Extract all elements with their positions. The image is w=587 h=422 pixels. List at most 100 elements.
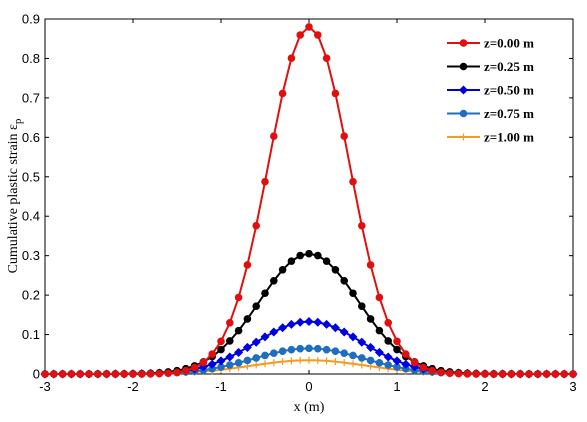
series-point-4 [314, 356, 322, 364]
series-point-4 [279, 358, 287, 366]
series-point-1 [261, 289, 269, 298]
series-point-3 [252, 354, 261, 362]
series-point-1 [393, 345, 401, 354]
x-tick-label: 2 [481, 379, 488, 394]
x-tick-label: -2 [127, 379, 139, 394]
y-axis-label-subscript: p [12, 118, 24, 124]
series-point-0 [366, 261, 375, 269]
series-point-0 [111, 370, 120, 378]
series-point-0 [551, 370, 560, 378]
series-point-0 [182, 366, 190, 375]
series-point-2 [234, 347, 244, 357]
series-point-2 [392, 356, 402, 366]
series-point-0 [252, 221, 261, 230]
series-point-2 [251, 337, 261, 347]
series-point-0 [173, 368, 181, 377]
series-point-0 [120, 370, 128, 378]
legend-label-3: z=0.75 m [484, 106, 534, 121]
series-point-2 [383, 352, 393, 362]
legend-label-0: z=0.00 m [484, 36, 534, 51]
series-point-0 [217, 337, 225, 346]
series-point-0 [490, 370, 498, 378]
series-point-3 [296, 344, 305, 353]
y-tick-label: 0.5 [22, 169, 40, 184]
series-point-1 [243, 315, 252, 323]
series-point-2 [357, 337, 367, 347]
series-point-2 [374, 347, 384, 357]
series-point-2 [278, 323, 288, 333]
series-point-0 [516, 370, 525, 378]
series-point-0 [331, 89, 340, 98]
series-point-0 [129, 370, 137, 378]
series-point-4 [340, 359, 348, 367]
y-tick-label: 0 [33, 367, 40, 382]
series-point-3 [322, 345, 331, 354]
series-point-4 [261, 360, 269, 368]
series-point-0 [234, 293, 243, 302]
y-tick-label: 0.6 [22, 130, 40, 145]
series-point-0 [67, 370, 76, 378]
series-point-3 [340, 349, 349, 357]
legend-marker-3 [459, 109, 468, 118]
series-point-3 [234, 359, 243, 367]
series-point-1 [358, 302, 366, 311]
series-point-4 [287, 357, 295, 365]
series-point-0 [305, 23, 313, 31]
y-tick-label: 0.8 [22, 51, 40, 66]
series-point-2 [225, 352, 235, 362]
legend: z=0.00 m z=0.25 m z=0.50 m z=0.75 m z=1.00 m [441, 31, 565, 155]
series-point-2 [339, 327, 349, 337]
series-point-1 [314, 251, 322, 260]
series-point-0 [525, 370, 533, 378]
y-axis-label: Cumulative plastic strain εp [6, 118, 24, 273]
series-point-0 [278, 89, 287, 98]
series-point-0 [384, 319, 393, 327]
series-point-0 [287, 54, 296, 62]
series-point-3 [358, 354, 366, 362]
series-point-0 [542, 370, 551, 378]
series-point-0 [261, 177, 269, 186]
series-point-4 [305, 356, 313, 364]
series-point-0 [164, 369, 172, 377]
y-tick-label: 0.2 [22, 288, 40, 303]
series-point-2 [242, 342, 252, 352]
series-point-0 [358, 221, 366, 230]
series-point-0 [437, 368, 445, 377]
series-point-0 [375, 293, 384, 302]
series-point-3 [270, 349, 278, 357]
series-point-3 [384, 361, 393, 369]
series-point-0 [155, 369, 164, 378]
series-point-0 [314, 31, 322, 39]
series-point-1 [331, 265, 340, 274]
series-point-1 [296, 251, 305, 260]
series-point-0 [393, 337, 401, 346]
series-point-0 [243, 261, 252, 269]
series-point-0 [498, 370, 507, 378]
legend-marker-1 [459, 62, 468, 71]
series-point-3 [349, 351, 357, 360]
x-tick-label: 3 [569, 379, 576, 394]
x-tick-label: 1 [393, 379, 400, 394]
series-point-1 [375, 326, 384, 335]
axis-ticks: -3 -2 -1 0 1 2 3 0 0.1 0.2 0.3 0.4 0.5 0.6 0.7 0.8 0.9 [22, 12, 577, 395]
series-point-4 [349, 360, 357, 368]
series-point-0 [560, 370, 569, 378]
series-point-0 [226, 319, 234, 327]
legend-marker-0 [459, 39, 468, 47]
series-point-0 [102, 370, 111, 378]
series-point-2 [207, 359, 217, 369]
series-point-1 [349, 289, 357, 298]
y-tick-label: 0.1 [22, 327, 40, 342]
x-tick-label: -1 [215, 379, 227, 394]
series-point-3 [261, 351, 269, 360]
series-point-4 [358, 361, 366, 369]
series-point-4 [323, 357, 331, 365]
series-point-0 [208, 350, 216, 358]
series-point-0 [402, 350, 410, 358]
legend-label-2: z=0.50 m [484, 83, 534, 98]
series-point-4 [296, 356, 304, 364]
series-point-0 [446, 369, 454, 377]
series-point-2 [304, 317, 314, 327]
series-point-2 [322, 319, 332, 329]
series-point-0 [472, 370, 481, 378]
